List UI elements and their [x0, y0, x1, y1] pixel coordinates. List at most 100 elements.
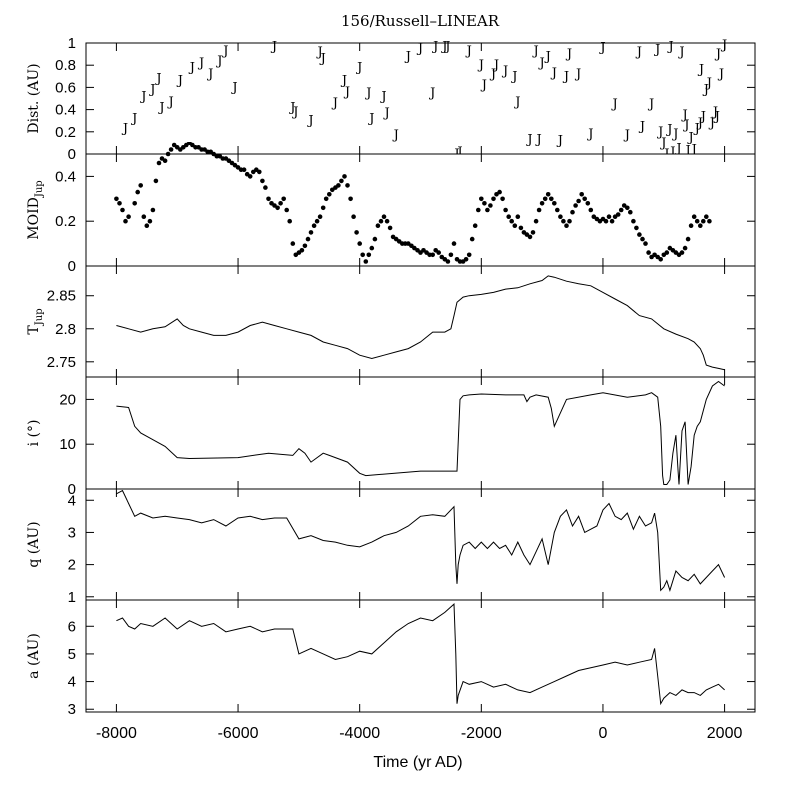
moid-point-81: [363, 259, 369, 264]
moid-point-115: [466, 252, 472, 258]
moid-point-198: [719, 0, 724, 2]
moid-point-161: [606, 214, 612, 219]
series-line-tjup: [116, 275, 725, 371]
encounter-marker-74: J: [364, 86, 371, 101]
encounter-marker-17: J: [379, 89, 386, 104]
encounter-marker-33: J: [550, 66, 557, 81]
moid-point-121: [485, 207, 490, 213]
encounter-marker-76: J: [431, 39, 438, 54]
data-a: [116, 603, 725, 706]
encounter-marker-41: J: [635, 45, 642, 60]
encounter-marker-62: J: [711, 105, 718, 120]
moid-point-62: [305, 236, 311, 242]
moid-point-169: [631, 218, 636, 224]
moid-point-82: [366, 252, 372, 258]
encounter-marker-73: J: [340, 74, 347, 89]
encounter-marker-58: J: [699, 109, 706, 124]
moid-point-65: [314, 218, 320, 224]
encounter-marker-71: J: [291, 105, 298, 120]
encounter-marker-13: J: [331, 96, 338, 111]
encounter-marker-8: J: [221, 44, 228, 59]
moid-point-138: [536, 207, 542, 213]
encounter-marker-59: J: [702, 83, 709, 98]
encounter-marker-64: J: [717, 67, 724, 82]
x-axis-label: Time (yr AD): [373, 754, 462, 771]
y-axis-label-tjup: TJup: [26, 308, 45, 334]
moid-point-79: [357, 241, 363, 246]
encounter-marker-26: J: [489, 67, 496, 82]
moid-point-11: [150, 207, 156, 213]
encounter-marker-25: J: [477, 58, 484, 73]
moid-point-180: [664, 250, 670, 255]
encounter-marker-21: J: [428, 86, 435, 101]
x-axis: -8000 -6000 -4000 -2000 0 2000: [96, 725, 743, 742]
moid-point-109: [448, 252, 454, 258]
encounter-marker-72: J: [315, 45, 322, 60]
series-line-q: [116, 489, 726, 592]
moid-point-164: [615, 212, 621, 217]
encounter-marker-75: J: [382, 106, 389, 121]
y-tick-label-tjup-2: 2.85: [47, 288, 76, 305]
moid-point-120: [482, 201, 487, 206]
moid-point-52: [275, 205, 280, 211]
moid-point-15: [162, 158, 168, 163]
encounter-marker-30: J: [531, 44, 538, 59]
x-tick-label-5: 2000: [707, 725, 743, 742]
moid-point-17: [168, 147, 174, 152]
encounter-marker-0: J: [121, 122, 128, 137]
encounter-marker-77: J: [443, 39, 450, 54]
series-line-incl: [116, 380, 725, 485]
data-tjup: [116, 275, 725, 371]
encounter-marker-82: J: [534, 133, 541, 148]
moid-point-55: [284, 207, 290, 213]
y-tick-label-incl-1: 10: [59, 436, 76, 453]
encounter-marker-28: J: [513, 95, 520, 110]
encounter-marker-37: J: [586, 127, 593, 142]
moid-point-57: [290, 241, 296, 246]
y-axis-label-dist: Dist. (AU): [26, 63, 42, 133]
moid-point-84: [372, 236, 378, 242]
moid-point-9: [144, 223, 150, 228]
panel-frame-a: [85, 599, 756, 713]
encounter-marker-61: J: [708, 116, 715, 131]
moid-point-129: [509, 218, 514, 224]
moid-point-88: [384, 218, 390, 224]
encounter-marker-60: J: [705, 76, 712, 91]
moid-point-7: [138, 183, 143, 188]
moid-point-186: [682, 245, 688, 251]
encounter-marker-86: J: [682, 118, 689, 133]
y-tick-label-a-2: 5: [68, 646, 76, 663]
y-tick-label-dist-4: 0.8: [55, 57, 76, 74]
moid-point-128: [506, 214, 512, 219]
encounter-marker-44: J: [656, 125, 663, 140]
moid-point-195: [710, 0, 715, 2]
panel-frame-moid: [85, 153, 756, 267]
moid-point-168: [628, 209, 633, 215]
moid-point-78: [354, 230, 359, 235]
encounter-marker-27: J: [501, 64, 508, 79]
encounter-marker-31: J: [537, 56, 544, 71]
encounter-marker-6: J: [197, 56, 204, 71]
moid-point-86: [378, 218, 384, 224]
encounter-marker-48: J: [668, 145, 675, 160]
moid-point-151: [576, 198, 581, 204]
moid-point-178: [658, 257, 663, 262]
moid-point-6: [135, 189, 140, 195]
moid-point-4: [126, 214, 131, 219]
series-line-a: [116, 603, 725, 706]
moid-point-8: [141, 214, 147, 219]
y-tick-label-dist-1: 0.2: [55, 124, 76, 141]
encounter-marker-52: J: [680, 108, 687, 123]
moid-point-192: [701, 218, 706, 224]
moid-point-5: [132, 201, 137, 206]
encounter-marker-5: J: [188, 60, 195, 75]
y-tick-label-moid-0: 0: [68, 258, 76, 275]
moid-point-150: [573, 203, 578, 208]
moid-point-114: [463, 257, 469, 262]
moid-point-140: [542, 196, 548, 202]
moid-point-170: [634, 225, 639, 231]
encounter-marker-23: J: [452, 147, 459, 162]
moid-point-75: [345, 183, 350, 188]
